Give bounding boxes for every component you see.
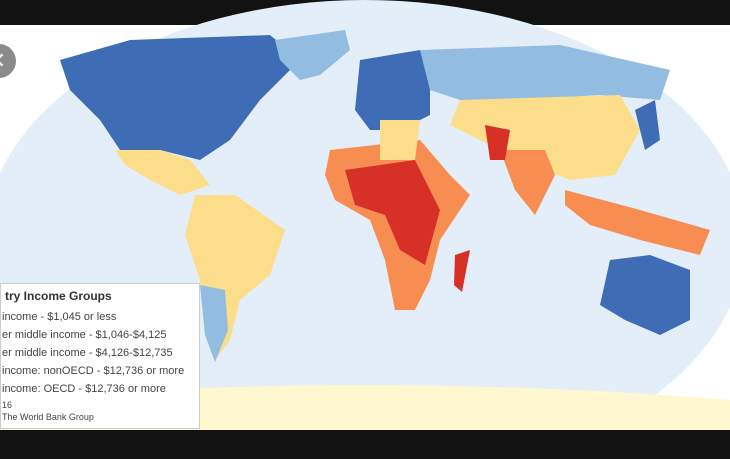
- madagascar: [454, 250, 470, 292]
- legend-item: er middle income - $4,126-$12,735: [2, 347, 173, 359]
- frame-bottom: [0, 430, 730, 459]
- central-africa: [345, 160, 440, 265]
- legend-item: income: OECD - $12,736 or more: [2, 383, 166, 395]
- legend: try Income Groups income - $1,045 or les…: [0, 283, 200, 429]
- north-africa: [380, 120, 420, 160]
- asia: [450, 95, 640, 180]
- greenland: [275, 30, 350, 80]
- legend-title: try Income Groups: [5, 289, 112, 303]
- legend-item: income - $1,045 or less: [2, 311, 117, 323]
- europe: [355, 50, 430, 130]
- japan: [635, 100, 660, 150]
- russia: [420, 45, 670, 100]
- legend-year: 16: [2, 400, 13, 410]
- close-button[interactable]: ✕: [0, 44, 16, 78]
- north-america: [60, 35, 300, 160]
- legend-item: er middle income - $1,046-$4,125: [2, 329, 167, 341]
- southern-cone: [200, 285, 228, 362]
- southeast-asia: [565, 190, 710, 255]
- legend-source: The World Bank Group: [2, 412, 94, 422]
- central-america: [115, 150, 210, 195]
- legend-item: income: nonOECD - $12,736 or more: [2, 365, 185, 377]
- south-asia: [500, 150, 555, 215]
- australia: [600, 255, 690, 335]
- afghanistan: [485, 125, 510, 160]
